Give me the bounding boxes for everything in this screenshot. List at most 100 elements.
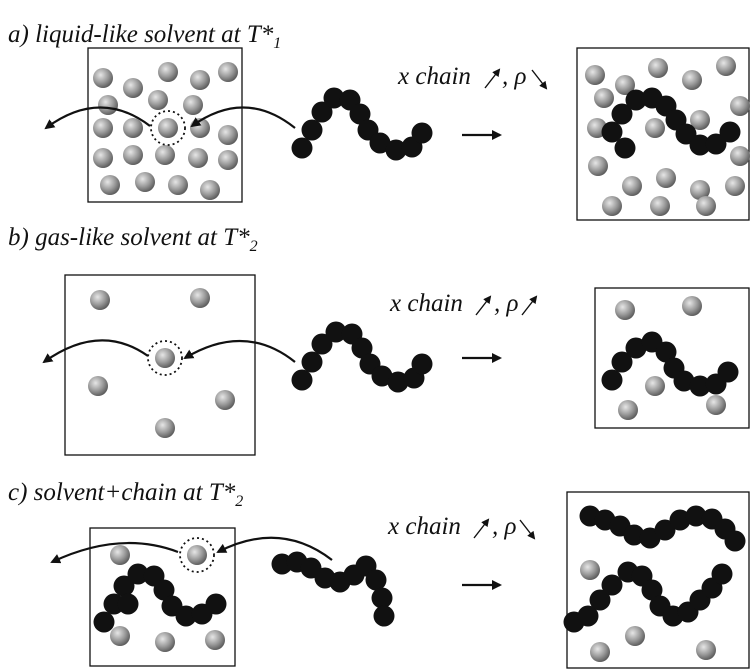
chain-bead	[717, 361, 739, 383]
solvent-sphere	[168, 175, 188, 195]
caption-text: c) solvent+chain at T*	[8, 479, 236, 506]
chain-bead	[719, 121, 741, 143]
caption-subscript: 2	[250, 238, 258, 255]
annotation: x chain	[397, 63, 471, 90]
chain-bead	[685, 505, 707, 527]
solvent-box	[87, 47, 243, 203]
chain-bead	[325, 321, 347, 343]
chain-bead	[689, 375, 711, 397]
selection-ring	[150, 110, 186, 146]
solvent-sphere	[706, 395, 726, 415]
solvent-sphere	[645, 118, 665, 138]
chain-bead	[175, 605, 197, 627]
solvent-sphere	[585, 65, 605, 85]
result-box	[576, 47, 750, 221]
solvent-sphere	[100, 175, 120, 195]
density: , ρ	[502, 63, 527, 90]
solvent-sphere	[110, 545, 130, 565]
solvent-sphere	[690, 180, 710, 200]
solvent-sphere	[696, 640, 716, 660]
density: , ρ	[492, 513, 517, 540]
solvent-sphere	[588, 156, 608, 176]
solvent-sphere	[682, 70, 702, 90]
solvent-sphere	[123, 118, 143, 138]
solvent-sphere	[615, 75, 635, 95]
solvent-sphere	[696, 196, 716, 216]
solvent-sphere	[648, 58, 668, 78]
solvent-sphere	[135, 172, 155, 192]
chain-bead	[371, 365, 393, 387]
caption-text: b) gas-like solvent at T*	[8, 224, 250, 251]
solvent-sphere	[110, 626, 130, 646]
caption: c) solvent+chain at T*2	[8, 479, 243, 510]
increase-arrow	[521, 295, 538, 316]
chain-bead	[291, 369, 313, 391]
chain-bead	[411, 122, 433, 144]
solvent-sphere	[123, 145, 143, 165]
chain-bead	[205, 593, 227, 615]
solvent-sphere	[615, 300, 635, 320]
solvent-sphere	[730, 96, 750, 116]
solvent-sphere	[656, 168, 676, 188]
solvent-sphere	[725, 176, 745, 196]
chain-bead	[625, 89, 647, 111]
annotation: x chain	[389, 290, 463, 317]
solvent-sphere	[148, 90, 168, 110]
chain-bead	[689, 134, 711, 156]
solvent-sphere	[155, 145, 175, 165]
chain-bead	[623, 524, 645, 546]
chain-bead	[373, 605, 395, 627]
chain-bead	[117, 593, 139, 615]
chain-bead	[641, 579, 663, 601]
solvent-sphere	[730, 146, 750, 166]
result-box	[566, 491, 750, 669]
chain-bead	[93, 611, 115, 633]
solvent-box	[89, 527, 236, 667]
chain-bead	[625, 337, 647, 359]
chain-bead	[655, 341, 677, 363]
solvent-sphere	[155, 418, 175, 438]
chain-bead	[113, 575, 135, 597]
solvent-sphere	[594, 88, 614, 108]
solvent-sphere	[183, 95, 203, 115]
chain-bead	[387, 371, 409, 393]
chain-bead	[673, 370, 695, 392]
solvent-sphere	[590, 642, 610, 662]
chain-bead	[601, 121, 623, 143]
solvent-sphere	[218, 150, 238, 170]
solvent-sphere	[650, 196, 670, 216]
increase-arrow	[484, 68, 501, 89]
chain-bead	[349, 103, 371, 125]
caption-subscript: 2	[235, 493, 243, 510]
chain-bead	[411, 353, 433, 375]
chain-bead	[614, 137, 636, 159]
solvent-sphere	[123, 78, 143, 98]
solvent-sphere	[155, 632, 175, 652]
solvent-sphere	[158, 118, 178, 138]
chain-bead	[577, 605, 599, 627]
insertion-arrow	[216, 536, 333, 561]
insertion-arrow	[183, 339, 296, 363]
solvent-sphere	[690, 110, 710, 130]
chain-bead	[369, 132, 391, 154]
decrease-arrow	[519, 519, 536, 540]
caption-text: a) liquid-like solvent at T*	[8, 21, 274, 48]
caption: b) gas-like solvent at T*2	[8, 224, 258, 255]
solvent-sphere	[90, 290, 110, 310]
chain-bead	[323, 87, 345, 109]
insertion-arrow	[44, 106, 151, 130]
chain-bead	[724, 530, 746, 552]
increase-arrow	[475, 295, 492, 316]
chain-bead	[385, 139, 407, 161]
solvent-sphere	[200, 180, 220, 200]
chain-bead	[654, 519, 676, 541]
solvent-sphere	[88, 376, 108, 396]
solvent-box	[64, 274, 256, 456]
solvent-sphere	[625, 626, 645, 646]
solvent-sphere	[645, 376, 665, 396]
chain-bead	[311, 101, 333, 123]
solvent-sphere	[618, 400, 638, 420]
solvent-sphere	[580, 560, 600, 580]
solvent-sphere	[716, 56, 736, 76]
solvent-sphere	[93, 68, 113, 88]
